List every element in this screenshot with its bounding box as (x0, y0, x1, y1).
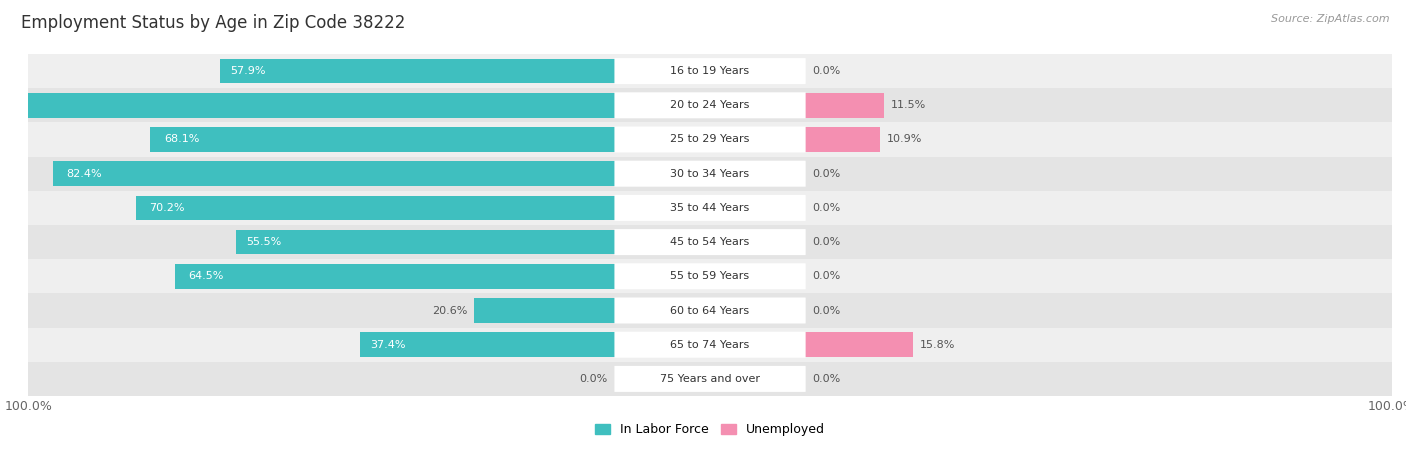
Text: Source: ZipAtlas.com: Source: ZipAtlas.com (1271, 14, 1389, 23)
Bar (806, 333, 914, 357)
Text: 0.0%: 0.0% (813, 374, 841, 384)
Text: 20.6%: 20.6% (432, 306, 467, 315)
Text: 0.0%: 0.0% (813, 203, 841, 213)
Text: 75 Years and over: 75 Years and over (659, 374, 761, 384)
Bar (28, 54, 1392, 88)
Bar (52, 162, 614, 186)
Text: 10.9%: 10.9% (887, 135, 922, 144)
Bar (236, 230, 614, 254)
Bar (28, 362, 1392, 396)
Text: 25 to 29 Years: 25 to 29 Years (671, 135, 749, 144)
Text: 0.0%: 0.0% (813, 237, 841, 247)
Text: 16 to 19 Years: 16 to 19 Years (671, 66, 749, 76)
Text: 64.5%: 64.5% (188, 271, 224, 281)
FancyBboxPatch shape (614, 161, 806, 187)
Text: 65 to 74 Years: 65 to 74 Years (671, 340, 749, 350)
Bar (174, 264, 614, 288)
Text: 0.0%: 0.0% (813, 169, 841, 179)
Bar (28, 259, 1392, 293)
Text: 82.4%: 82.4% (66, 169, 101, 179)
Bar (0, 93, 614, 117)
Text: 0.0%: 0.0% (813, 271, 841, 281)
Bar (28, 328, 1392, 362)
Bar (28, 157, 1392, 191)
Text: 68.1%: 68.1% (165, 135, 200, 144)
Bar (806, 93, 884, 117)
Bar (806, 127, 880, 152)
Text: 94.8%: 94.8% (0, 100, 17, 110)
Text: 55 to 59 Years: 55 to 59 Years (671, 271, 749, 281)
Text: 60 to 64 Years: 60 to 64 Years (671, 306, 749, 315)
FancyBboxPatch shape (614, 297, 806, 324)
Bar (474, 298, 614, 323)
Text: 35 to 44 Years: 35 to 44 Years (671, 203, 749, 213)
Bar (150, 127, 614, 152)
FancyBboxPatch shape (614, 332, 806, 358)
Text: 37.4%: 37.4% (370, 340, 405, 350)
FancyBboxPatch shape (614, 58, 806, 84)
Text: 20 to 24 Years: 20 to 24 Years (671, 100, 749, 110)
Bar (219, 59, 614, 83)
FancyBboxPatch shape (614, 229, 806, 255)
FancyBboxPatch shape (614, 195, 806, 221)
Text: 70.2%: 70.2% (149, 203, 186, 213)
FancyBboxPatch shape (614, 126, 806, 153)
Bar (28, 88, 1392, 122)
Text: 57.9%: 57.9% (231, 66, 266, 76)
Bar (360, 333, 614, 357)
Text: 0.0%: 0.0% (813, 306, 841, 315)
Text: 15.8%: 15.8% (920, 340, 956, 350)
Text: Employment Status by Age in Zip Code 38222: Employment Status by Age in Zip Code 382… (21, 14, 405, 32)
Text: 45 to 54 Years: 45 to 54 Years (671, 237, 749, 247)
Bar (28, 122, 1392, 157)
Text: 0.0%: 0.0% (813, 66, 841, 76)
FancyBboxPatch shape (614, 366, 806, 392)
Bar (28, 293, 1392, 328)
Bar (28, 225, 1392, 259)
Text: 0.0%: 0.0% (579, 374, 607, 384)
Text: 30 to 34 Years: 30 to 34 Years (671, 169, 749, 179)
FancyBboxPatch shape (614, 263, 806, 289)
Text: 11.5%: 11.5% (891, 100, 927, 110)
FancyBboxPatch shape (614, 92, 806, 118)
Bar (136, 196, 614, 220)
Bar (28, 191, 1392, 225)
Legend: In Labor Force, Unemployed: In Labor Force, Unemployed (591, 418, 830, 441)
Text: 55.5%: 55.5% (246, 237, 281, 247)
